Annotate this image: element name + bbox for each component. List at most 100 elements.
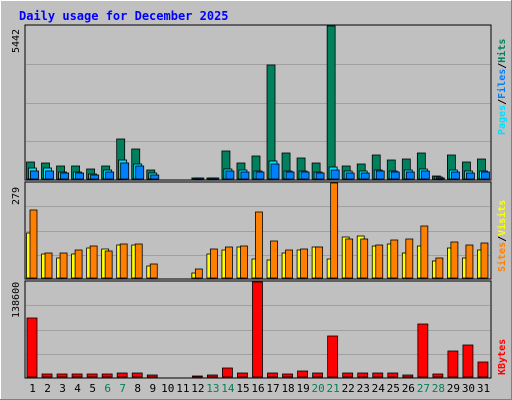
bar-kbytes-9	[146, 374, 158, 378]
x-tick-label-12: 12	[191, 382, 204, 395]
bar-sites-7	[119, 243, 128, 279]
bar-sites-9	[149, 263, 158, 279]
bar-files-21	[330, 169, 340, 180]
bar-kbytes-28	[432, 373, 444, 378]
bar-files-25	[390, 171, 400, 180]
legend-kbytes: KBytes	[497, 339, 508, 375]
bar-sites-14	[225, 246, 233, 279]
bar-files-16	[255, 171, 265, 180]
bar-kbytes-7	[116, 372, 128, 378]
plot-area-requests	[24, 24, 492, 181]
bar-sites-5	[89, 245, 98, 279]
bar-kbytes-3	[56, 373, 68, 378]
bar-kbytes-12	[191, 375, 203, 378]
x-tick-label-17: 17	[266, 382, 279, 395]
legend-sep-1: /	[497, 99, 508, 105]
bar-sites-15	[240, 245, 248, 279]
bar-files-29	[451, 171, 460, 180]
requests-ymax-label: 5442	[11, 29, 22, 53]
bar-kbytes-19	[297, 370, 308, 378]
visitors-ymax-label: 279	[11, 187, 22, 205]
x-tick-label-13: 13	[206, 382, 219, 395]
bar-kbytes-30	[462, 344, 474, 378]
bar-sites-31	[480, 242, 489, 279]
bar-files-1	[30, 170, 39, 180]
bar-sites-8	[134, 243, 143, 279]
bar-kbytes-1	[26, 317, 38, 378]
bar-sites-20	[315, 246, 324, 279]
kbytes-ymax-label: 138600	[11, 282, 22, 318]
bar-kbytes-17	[267, 372, 278, 378]
bar-kbytes-8	[131, 372, 143, 378]
bar-files-9	[150, 174, 160, 180]
bar-files-14	[225, 170, 235, 180]
bar-sites-4	[74, 249, 83, 279]
bar-files-23	[360, 172, 370, 180]
x-tick-label-5: 5	[89, 382, 96, 395]
bar-files-20	[315, 172, 325, 180]
x-tick-label-3: 3	[59, 382, 66, 395]
bar-kbytes-31	[477, 361, 489, 378]
bar-kbytes-29	[447, 350, 459, 378]
chart-title: Daily usage for December 2025	[19, 9, 229, 23]
bar-sites-30	[465, 244, 474, 279]
x-tick-label-11: 11	[176, 382, 189, 395]
requests-legend: Pages/Files/Hits	[496, 39, 508, 135]
bar-files-13	[210, 177, 220, 180]
x-tick-label-19: 19	[296, 382, 309, 395]
bar-files-18	[285, 171, 295, 180]
bar-sites-26	[405, 238, 414, 279]
bar-kbytes-13	[206, 374, 218, 378]
x-tick-label-26: 26	[402, 382, 415, 395]
x-tick-label-27: 27	[417, 382, 430, 395]
bar-files-28	[435, 177, 445, 180]
kbytes-legend: KBytes	[497, 339, 508, 375]
bar-kbytes-16	[252, 281, 263, 378]
bar-sites-22	[345, 238, 354, 279]
bar-hits-21	[326, 25, 336, 180]
bar-files-22	[345, 172, 355, 180]
x-tick-label-7: 7	[119, 382, 126, 395]
x-tick-label-23: 23	[357, 382, 370, 395]
bar-sites-6	[104, 250, 113, 279]
x-tick-label-2: 2	[44, 382, 51, 395]
x-tick-label-16: 16	[251, 382, 264, 395]
x-axis-labels: 1 2 3 4 5 6 7 8 9 10 11 12 13 14 15 16 17 18 19 20 21 22 23 24 2…	[29, 382, 490, 395]
legend-sites: Sites	[496, 242, 508, 272]
bar-sites-21	[330, 182, 339, 279]
bar-files-2	[45, 170, 54, 180]
bar-kbytes-23	[357, 372, 369, 378]
bar-files-27	[420, 170, 430, 180]
x-tick-label-21: 21	[327, 382, 340, 395]
bar-kbytes-18	[282, 373, 293, 378]
bar-files-12	[195, 177, 205, 180]
bar-sites-29	[450, 241, 459, 279]
bar-sites-2	[44, 252, 53, 279]
bar-sites-18	[285, 249, 293, 279]
bar-sites-12	[194, 268, 203, 279]
bar-kbytes-27	[417, 323, 429, 378]
bar-files-30	[466, 172, 475, 180]
x-tick-label-31: 31	[477, 382, 490, 395]
bar-kbytes-24	[372, 372, 384, 378]
x-tick-label-14: 14	[221, 382, 235, 395]
x-tick-label-4: 4	[74, 382, 81, 395]
bar-kbytes-21	[327, 335, 339, 378]
x-tick-label-28: 28	[432, 382, 445, 395]
legend-pages: Pages	[497, 105, 508, 135]
x-tick-label-15: 15	[236, 382, 249, 395]
bar-sites-24	[375, 244, 384, 279]
bar-files-15	[240, 171, 250, 180]
bar-files-7	[120, 162, 130, 180]
x-tick-label-30: 30	[462, 382, 475, 395]
bar-files-8	[135, 165, 145, 180]
x-tick-label-22: 22	[342, 382, 355, 395]
bar-kbytes-4	[71, 373, 83, 378]
bar-sites-17	[270, 240, 278, 279]
bar-kbytes-14	[222, 367, 233, 378]
bar-files-24	[375, 170, 385, 180]
bar-sites-3	[59, 252, 68, 279]
legend-visits: Visits	[496, 200, 508, 236]
x-tick-label-29: 29	[447, 382, 460, 395]
